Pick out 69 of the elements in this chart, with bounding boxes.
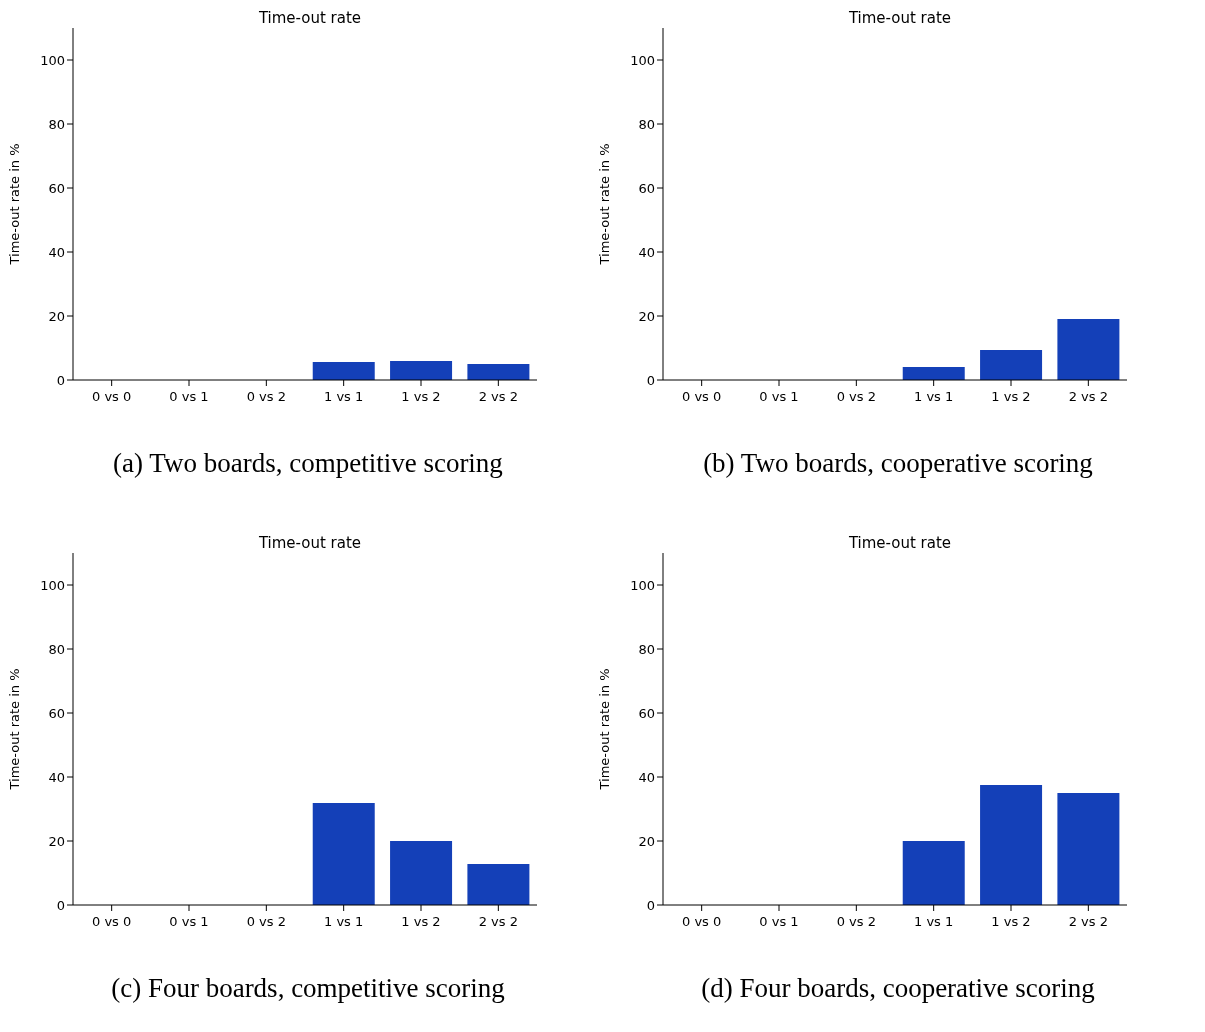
text: (c) Four boards, competitive scoring xyxy=(110,973,506,1004)
y-tick-label: 20 xyxy=(638,308,655,324)
x-tick-label: 0 vs 0 xyxy=(92,914,132,930)
x-tick-label: 0 vs 1 xyxy=(759,389,799,405)
y-tick-label: 20 xyxy=(48,833,65,849)
x-tick-label: 0 vs 0 xyxy=(682,389,722,405)
y-tick-label: 40 xyxy=(638,769,655,785)
y-axis-title: Time-out rate in % xyxy=(6,143,22,266)
y-tick-label: 100 xyxy=(40,577,65,593)
y-tick-label: 100 xyxy=(40,52,65,68)
x-tick-label: 0 vs 1 xyxy=(169,914,209,930)
x-tick-label: 2 vs 2 xyxy=(1068,389,1108,405)
x-tick-label: 2 vs 2 xyxy=(478,914,518,930)
x-tick-label: 1 vs 2 xyxy=(991,914,1031,930)
text: (a) Two boards, competitive scoring xyxy=(112,448,504,479)
y-tick-label: 60 xyxy=(48,180,65,196)
bar xyxy=(312,802,375,905)
y-axis-title: Time-out rate in % xyxy=(6,668,22,791)
bar xyxy=(1057,793,1120,905)
x-tick-label: 1 vs 2 xyxy=(991,389,1031,405)
x-tick-label: 0 vs 1 xyxy=(759,914,799,930)
chart-title: Time-out rate xyxy=(847,8,953,28)
bar xyxy=(980,349,1043,380)
x-tick-label: 0 vs 2 xyxy=(836,389,876,405)
bar xyxy=(902,841,965,905)
bar xyxy=(902,366,965,380)
x-tick-label: 1 vs 2 xyxy=(401,389,441,405)
x-tick-label: 0 vs 2 xyxy=(246,914,286,930)
y-tick-label: 80 xyxy=(48,116,65,132)
y-tick-label: 80 xyxy=(638,641,655,657)
x-tick-label: 1 vs 2 xyxy=(401,914,441,930)
y-tick-label: 0 xyxy=(646,372,655,388)
x-tick-label: 0 vs 0 xyxy=(682,914,722,930)
y-tick-label: 60 xyxy=(638,180,655,196)
x-tick-label: 2 vs 2 xyxy=(478,389,518,405)
y-axis-title: Time-out rate in % xyxy=(596,143,612,266)
y-tick-label: 60 xyxy=(638,705,655,721)
x-tick-label: 0 vs 0 xyxy=(92,389,132,405)
bar xyxy=(1057,318,1120,380)
y-tick-label: 20 xyxy=(638,833,655,849)
y-tick-label: 40 xyxy=(48,244,65,260)
y-tick-label: 60 xyxy=(48,705,65,721)
y-tick-label: 40 xyxy=(48,769,65,785)
chart-title: Time-out rate xyxy=(257,8,363,28)
y-tick-label: 20 xyxy=(48,308,65,324)
y-tick-label: 100 xyxy=(630,52,655,68)
x-tick-label: 1 vs 1 xyxy=(324,389,364,405)
chart-title: Time-out rate xyxy=(257,533,363,553)
y-tick-label: 0 xyxy=(56,897,65,913)
y-tick-label: 0 xyxy=(56,372,65,388)
y-tick-label: 40 xyxy=(638,244,655,260)
bar xyxy=(980,785,1043,905)
x-tick-label: 0 vs 2 xyxy=(246,389,286,405)
text: (b) Two boards, cooperative scoring xyxy=(702,448,1094,479)
x-tick-label: 1 vs 1 xyxy=(914,914,954,930)
x-tick-label: 0 vs 1 xyxy=(169,389,209,405)
x-tick-label: 1 vs 1 xyxy=(914,389,954,405)
y-tick-label: 0 xyxy=(646,897,655,913)
x-tick-label: 2 vs 2 xyxy=(1068,914,1108,930)
y-axis-title: Time-out rate in % xyxy=(596,668,612,791)
y-tick-label: 80 xyxy=(48,641,65,657)
x-tick-label: 0 vs 2 xyxy=(836,914,876,930)
text: (d) Four boards, cooperative scoring xyxy=(700,973,1096,1004)
chart-title: Time-out rate xyxy=(847,533,953,553)
y-tick-label: 80 xyxy=(638,116,655,132)
y-tick-label: 100 xyxy=(630,577,655,593)
bar xyxy=(390,841,453,905)
x-tick-label: 1 vs 1 xyxy=(324,914,364,930)
bar xyxy=(467,864,530,905)
